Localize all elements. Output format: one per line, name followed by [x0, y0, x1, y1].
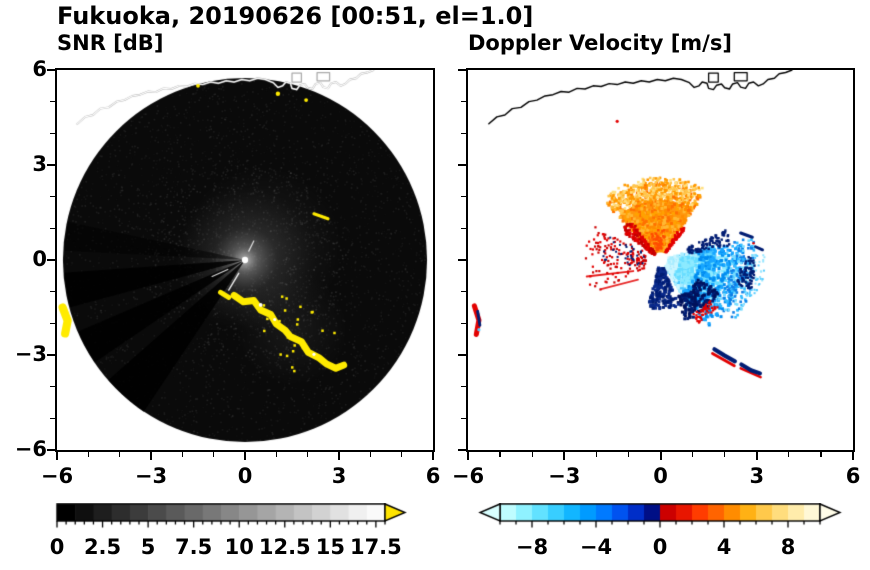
doppler-colorbar [476, 503, 844, 533]
colorbar-tick-label: 10 [224, 535, 254, 559]
colorbar-tick-label: 4 [716, 535, 732, 559]
doppler-plot-area [466, 68, 855, 452]
colorbar-tick-label: 7.5 [175, 535, 213, 559]
axis-tick [461, 196, 466, 198]
axis-tick [458, 164, 466, 166]
axis-tick [150, 452, 152, 460]
axis-tick [47, 354, 55, 356]
axis-tick [458, 69, 466, 71]
axis-tick [461, 291, 466, 293]
colorbar-tick-label: 8 [780, 535, 796, 559]
axis-tick [244, 452, 246, 460]
axis-tick [432, 452, 434, 460]
snr-plot-area [55, 68, 435, 452]
y-tick-label: −3 [14, 342, 47, 366]
axis-tick [659, 452, 662, 460]
axis-tick [691, 452, 694, 457]
axis-tick [50, 417, 55, 419]
axis-tick [563, 452, 566, 460]
axis-tick [47, 449, 55, 451]
axis-tick [852, 452, 854, 460]
doppler-ppi-canvas [468, 70, 853, 450]
axis-tick [119, 452, 121, 457]
axis-tick [275, 452, 277, 457]
axis-tick [213, 452, 215, 457]
axis-tick [458, 449, 466, 451]
colorbar-tick-label: 12.5 [258, 535, 311, 559]
axis-tick [50, 132, 55, 134]
doppler-title: Doppler Velocity [m/s] [468, 31, 732, 55]
y-tick-label: 6 [32, 57, 47, 81]
x-tick-label: 0 [653, 464, 668, 488]
axis-tick [50, 101, 55, 103]
axis-tick [461, 101, 466, 103]
axis-tick [788, 452, 790, 457]
colorbar-tick-label: 17.5 [349, 535, 402, 559]
snr-colorbar [55, 503, 407, 533]
colorbar-tick-label: −8 [515, 535, 549, 559]
axis-tick [461, 386, 466, 388]
axis-tick [338, 452, 340, 460]
axis-tick [47, 164, 55, 166]
axis-tick [461, 417, 466, 419]
y-tick-label: 3 [32, 152, 47, 176]
colorbar-tick-label: 2.5 [83, 535, 122, 559]
axis-tick [627, 452, 629, 457]
colorbar-tick-label: 0 [652, 535, 668, 559]
axis-tick [755, 452, 758, 460]
axis-tick [401, 452, 403, 457]
colorbar-tick-label: 15 [315, 535, 345, 559]
axis-tick [50, 227, 55, 229]
snr-title: SNR [dB] [57, 31, 164, 55]
axis-tick [307, 452, 309, 457]
x-tick-label: 6 [845, 464, 861, 488]
x-tick-label: −3 [134, 464, 168, 488]
axis-tick [50, 322, 55, 324]
axis-tick [47, 259, 55, 261]
axis-tick [181, 452, 183, 457]
x-tick-label: −6 [451, 464, 485, 488]
colorbar-tick-label: 5 [140, 535, 156, 559]
axis-tick [820, 452, 822, 457]
axis-tick [458, 259, 466, 261]
axis-tick [467, 452, 469, 460]
snr-ppi-canvas [57, 70, 433, 450]
axis-tick [595, 452, 597, 457]
axis-tick [47, 69, 55, 71]
axis-tick [531, 452, 533, 457]
x-tick-label: −3 [548, 464, 581, 488]
axis-tick [369, 452, 371, 457]
axis-tick [724, 452, 726, 457]
x-tick-label: 3 [331, 464, 347, 488]
y-tick-label: −6 [14, 437, 47, 461]
colorbar-tick-label: 0 [49, 535, 65, 559]
axis-tick [50, 291, 55, 293]
axis-tick [50, 386, 55, 388]
x-tick-label: −6 [40, 464, 74, 488]
axis-tick [461, 132, 466, 134]
axis-tick [499, 452, 501, 457]
axis-tick [461, 227, 466, 229]
axis-tick [87, 452, 89, 457]
axis-tick [56, 452, 58, 460]
axis-tick [461, 322, 466, 324]
figure-title: Fukuoka, 20190626 [00:51, el=1.0] [57, 2, 534, 30]
colorbar-tick-label: −4 [579, 535, 613, 559]
axis-tick [50, 196, 55, 198]
x-tick-label: 3 [749, 464, 765, 488]
axis-tick [458, 354, 466, 356]
x-tick-label: 0 [237, 464, 253, 488]
y-tick-label: 0 [32, 247, 47, 271]
x-tick-label: 6 [425, 464, 441, 488]
